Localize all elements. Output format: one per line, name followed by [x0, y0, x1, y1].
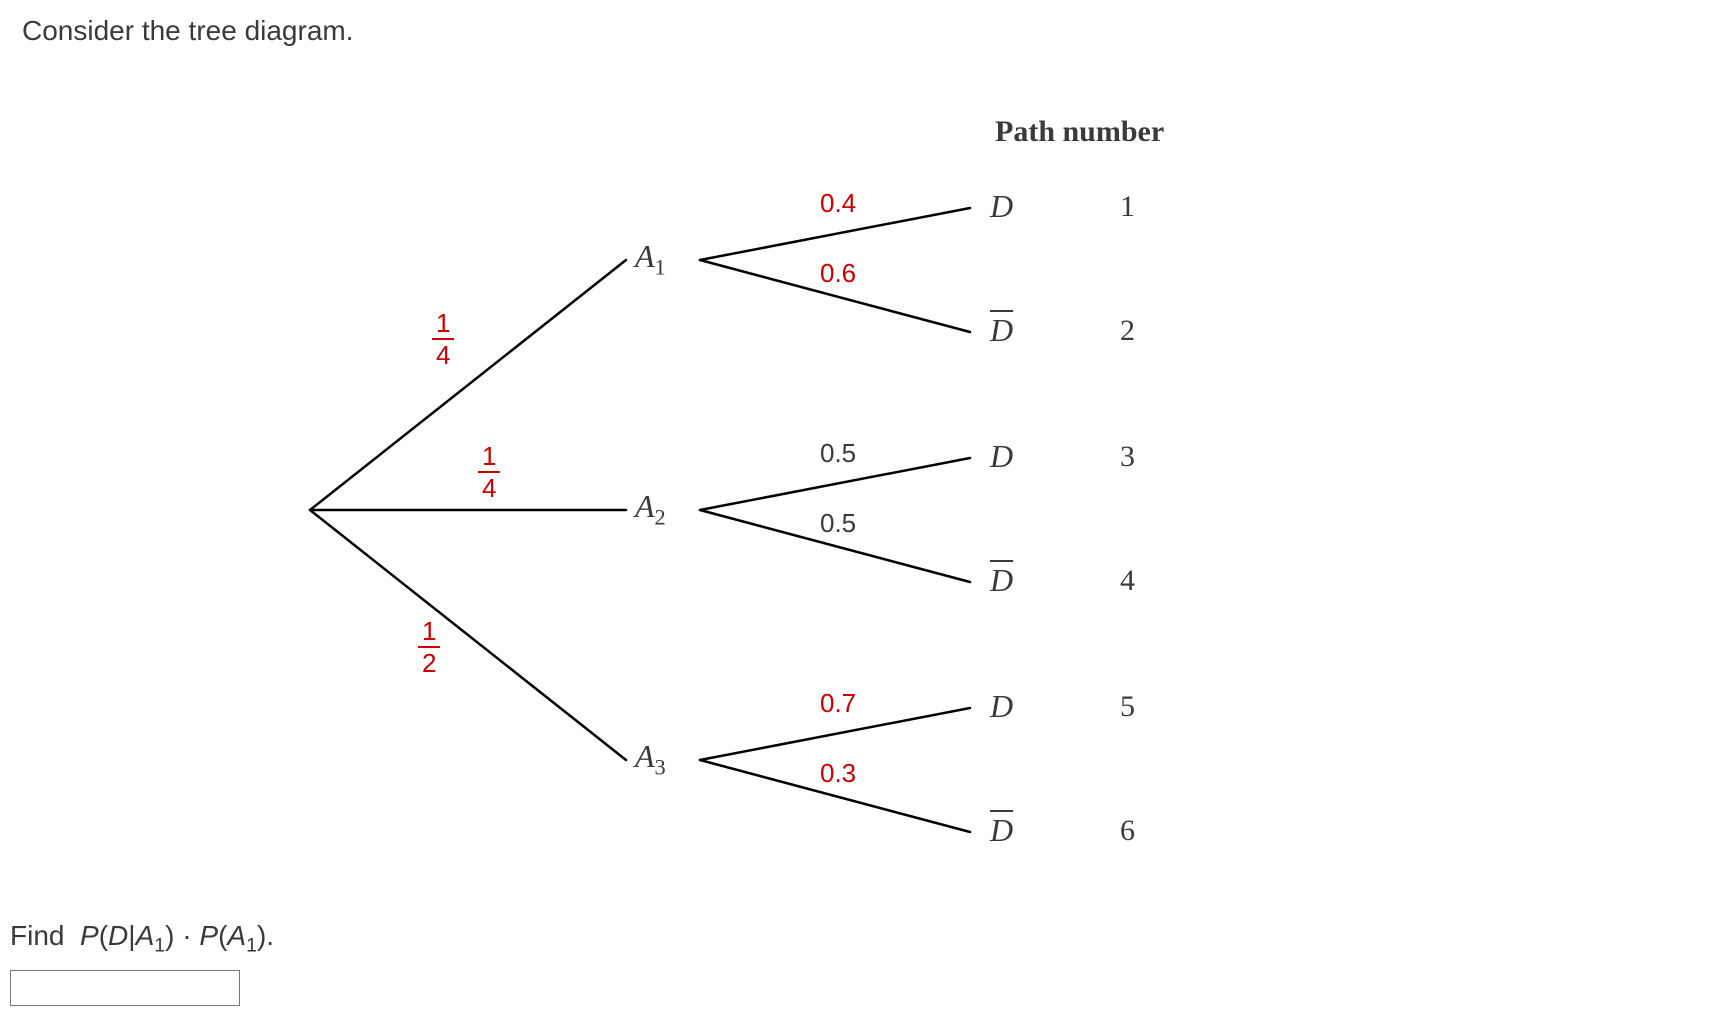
path-number-6: 6 [1120, 814, 1135, 848]
node-a3: A3 [635, 738, 666, 780]
page: Consider the tree diagram. Path number A… [0, 0, 1715, 1035]
prob-a2: 14 [478, 443, 500, 501]
answer-input[interactable] [10, 970, 240, 1006]
leaf-1: D [990, 188, 1013, 225]
find-prefix: Find [10, 920, 80, 951]
leaf-2: D [990, 312, 1013, 349]
node-a2: A2 [635, 488, 666, 530]
find-expression: P(D|A1) · P(A1). [80, 920, 274, 951]
prob-leaf-2: 0.6 [820, 258, 856, 289]
leaf-5: D [990, 688, 1013, 725]
tree-diagram-lines [0, 0, 1715, 1035]
path-number-3: 3 [1120, 440, 1135, 474]
prob-leaf-5: 0.7 [820, 688, 856, 719]
prob-leaf-1: 0.4 [820, 188, 856, 219]
path-number-1: 1 [1120, 190, 1135, 224]
prob-a1: 14 [432, 310, 454, 368]
path-number-5: 5 [1120, 690, 1135, 724]
prob-leaf-4: 0.5 [820, 508, 856, 539]
prob-a3: 12 [418, 618, 440, 676]
prob-leaf-3: 0.5 [820, 438, 856, 469]
node-a1: A1 [635, 238, 666, 280]
leaf-4: D [990, 562, 1013, 599]
question-prompt: Find P(D|A1) · P(A1). [10, 920, 274, 958]
leaf-6: D [990, 812, 1013, 849]
prob-leaf-6: 0.3 [820, 758, 856, 789]
path-number-2: 2 [1120, 314, 1135, 348]
path-number-4: 4 [1120, 564, 1135, 598]
leaf-3: D [990, 438, 1013, 475]
